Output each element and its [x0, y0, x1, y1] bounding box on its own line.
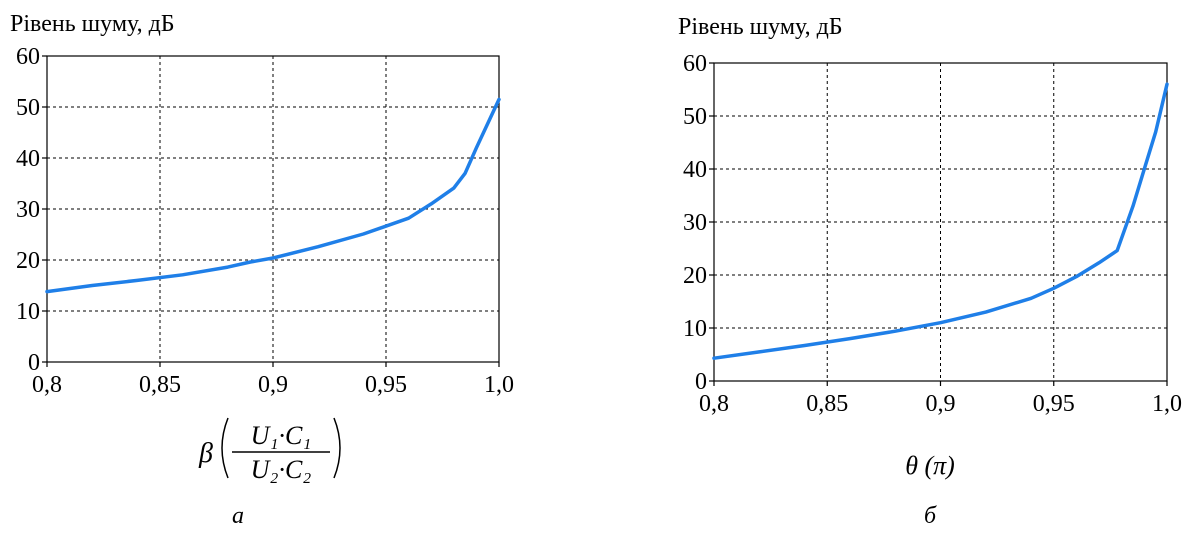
chart-b-xlabel: θ (π) — [905, 451, 955, 480]
y-tick-label: 10 — [683, 316, 707, 342]
x-tick-label: 0,95 — [1033, 391, 1075, 417]
x-tick-label: 1,0 — [484, 372, 514, 398]
y-tick-label: 20 — [16, 248, 40, 274]
y-tick-label: 0 — [28, 350, 40, 376]
chart-b-series-line — [712, 82, 1169, 360]
chart-a-grid — [47, 56, 499, 362]
x-tick-label: 1,0 — [1152, 391, 1182, 417]
chart-b-ylabel: Рівень шуму, дБ — [678, 14, 843, 40]
y-tick-label: 40 — [683, 157, 707, 183]
y-tick-label: 30 — [683, 210, 707, 236]
y-tick-label: 40 — [16, 146, 40, 172]
chart-a-ylabel: Рівень шуму, дБ — [10, 11, 175, 37]
chart-b-x-ticks: 0,8 0,85 0,9 0,95 1,0 — [699, 381, 1182, 417]
y-tick-label: 50 — [16, 95, 40, 121]
x-tick-label: 0,8 — [699, 391, 729, 417]
x-tick-label: 0,9 — [926, 391, 956, 417]
chart-a-x-ticks: 0,8 0,85 0,9 0,95 1,0 — [32, 362, 514, 398]
x-tick-label: 0,9 — [258, 372, 288, 398]
chart-b-y-ticks: 0 10 20 30 40 50 60 — [683, 51, 714, 395]
chart-a-left-paren — [221, 417, 229, 479]
chart-a-xlabel-numerator: U₁·C₁ — [251, 421, 312, 450]
y-tick-label: 60 — [16, 44, 40, 70]
chart-a-series-line — [45, 97, 501, 294]
y-tick-label: 30 — [16, 197, 40, 223]
x-tick-label: 0,8 — [32, 372, 62, 398]
chart-a-xlabel-denominator: U₂·C₂ — [251, 455, 312, 484]
chart-a: Рівень шуму, дБ 0 10 20 30 40 50 60 0,8 0,85 0,9… — [10, 11, 514, 529]
x-tick-label: 0,85 — [806, 391, 848, 417]
y-tick-label: 50 — [683, 104, 707, 130]
chart-b-grid — [714, 63, 1167, 381]
y-tick-label: 20 — [683, 263, 707, 289]
chart-a-panel-label: а — [232, 503, 244, 529]
chart-a-right-paren — [333, 417, 341, 479]
chart-a-y-ticks: 0 10 20 30 40 50 60 — [16, 44, 47, 376]
y-tick-label: 0 — [695, 369, 707, 395]
chart-a-xlabel-symbol: β — [198, 438, 213, 469]
y-tick-label: 60 — [683, 51, 707, 77]
chart-b-panel-label: б — [924, 503, 937, 529]
x-tick-label: 0,95 — [365, 372, 407, 398]
y-tick-label: 10 — [16, 299, 40, 325]
chart-b: Рівень шуму, дБ 0 10 20 30 40 50 60 0,8 0,85 0,9… — [678, 14, 1182, 529]
x-tick-label: 0,85 — [139, 372, 181, 398]
